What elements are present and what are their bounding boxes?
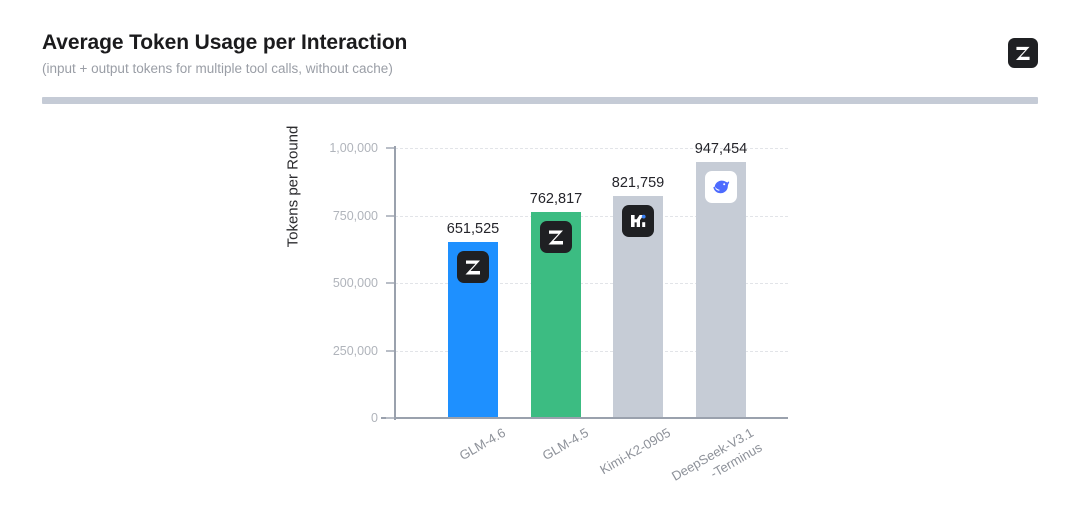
y-tick-mark — [386, 215, 394, 217]
bar-value-label: 651,525 — [446, 221, 500, 237]
x-tick-label: GLM-4.6 — [456, 424, 508, 464]
y-tick-mark — [386, 147, 394, 149]
page-title: Average Token Usage per Interaction — [42, 31, 408, 54]
kimi-logo-icon — [622, 205, 654, 237]
gridline — [395, 350, 788, 352]
bar-group[interactable]: 762,817 — [530, 191, 582, 418]
y-tick-label: 1,00,000 — [329, 141, 378, 155]
x-axis-line — [381, 417, 788, 419]
bar-value-label: 762,817 — [529, 191, 583, 207]
bar-group[interactable]: 821,759 — [612, 175, 664, 418]
bar-group[interactable]: 651,525 — [447, 221, 499, 418]
y-tick-mark — [386, 282, 394, 284]
bar-rect[interactable] — [696, 162, 746, 418]
y-axis-line — [394, 146, 396, 420]
gridline — [395, 283, 788, 284]
y-tick-label: 0 — [371, 411, 378, 425]
bar-value-label: 947,454 — [694, 141, 748, 157]
y-tick-label: 250,000 — [332, 344, 378, 358]
y-tick-mark — [386, 417, 394, 419]
page-subtitle: (input + output tokens for multiple tool… — [42, 61, 393, 76]
bar-value-label: 821,759 — [611, 175, 665, 191]
z-ai-logo-icon — [1008, 38, 1038, 68]
bar-group[interactable]: 947,454 — [695, 141, 747, 418]
z-ai-logo-icon — [457, 251, 489, 283]
y-axis-title: Tokens per Round — [284, 125, 302, 248]
gridline — [395, 148, 788, 149]
plot-area: 651,525 762,817 821,759 — [395, 141, 788, 418]
z-ai-logo-icon — [540, 221, 572, 253]
header-divider — [42, 97, 1038, 104]
deepseek-logo-icon — [705, 171, 737, 203]
gridline — [395, 215, 788, 217]
y-tick-label: 500,000 — [332, 276, 378, 290]
y-tick-label: 750,000 — [332, 209, 378, 223]
chart-header: Average Token Usage per Interaction (inp… — [42, 30, 1038, 79]
y-tick-mark — [386, 350, 394, 352]
